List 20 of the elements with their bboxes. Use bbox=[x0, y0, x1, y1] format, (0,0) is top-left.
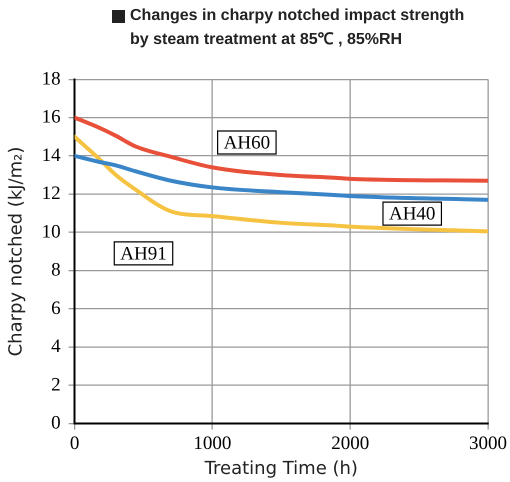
y-tick-label: 8 bbox=[51, 260, 61, 281]
y-tick-label: 2 bbox=[51, 374, 61, 396]
chart-title: Changes in charpy notched impact strength by steam treatment at 85℃ , 85%RH bbox=[130, 6, 466, 50]
y-tick-label: 6 bbox=[51, 298, 61, 319]
y-tick-label: 16 bbox=[42, 106, 61, 128]
x-tick-label: 1000 bbox=[193, 432, 232, 454]
series-label: AH60 bbox=[224, 132, 270, 154]
y-axis-title: Charpy notched (kJ/m₂) bbox=[5, 146, 26, 356]
x-tick-label: 3000 bbox=[469, 432, 507, 454]
y-tick-label: 18 bbox=[42, 68, 61, 90]
y-tick-label: 10 bbox=[42, 221, 61, 242]
y-tick-label: 0 bbox=[51, 412, 61, 434]
y-tick-label: 14 bbox=[42, 144, 62, 166]
x-tick-label: 2000 bbox=[331, 432, 370, 454]
x-axis-title: Treating Time (h) bbox=[204, 458, 358, 479]
x-tick-label: 0 bbox=[70, 432, 80, 454]
series-label: AH91 bbox=[120, 243, 167, 264]
series-label: AH40 bbox=[388, 204, 436, 225]
y-tick-label: 12 bbox=[42, 183, 61, 204]
y-tick-label: 4 bbox=[51, 336, 62, 358]
